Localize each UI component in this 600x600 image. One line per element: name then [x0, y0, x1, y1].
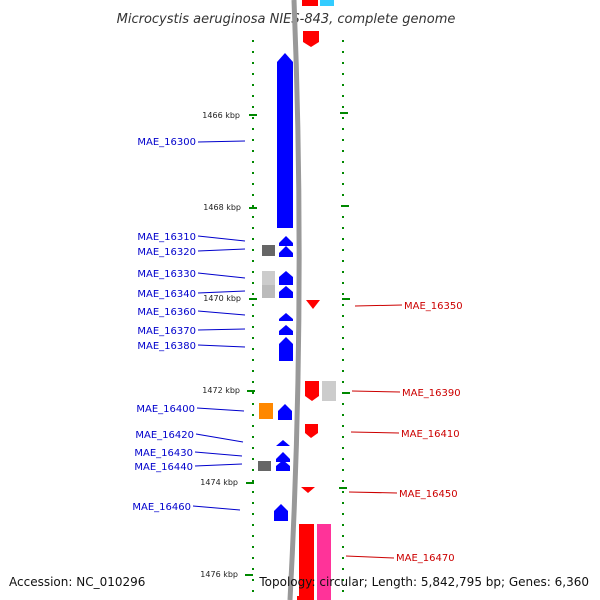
gene-arrow-forward[interactable] — [279, 246, 293, 257]
gene-label-mae-16470[interactable]: MAE_16470 — [396, 553, 455, 564]
gene-arrow-forward[interactable] — [279, 286, 293, 298]
label-connector — [197, 328, 246, 331]
gene-arrow-forward[interactable] — [276, 460, 290, 471]
label-connector — [197, 344, 246, 348]
genome-backbone — [287, 0, 302, 600]
gene-arrow-forward[interactable] — [279, 236, 293, 246]
rna-feature[interactable] — [262, 245, 275, 256]
label-connector — [197, 310, 246, 316]
gene-label-mae-16410[interactable]: MAE_16410 — [401, 429, 460, 440]
gene-arrow-forward[interactable] — [277, 53, 293, 228]
label-connector — [197, 140, 246, 143]
rna-feature[interactable] — [258, 461, 271, 471]
gene-arrow-forward[interactable] — [279, 325, 293, 335]
gene-arrow-forward[interactable] — [278, 404, 292, 420]
gene-arrow-forward[interactable] — [276, 452, 290, 462]
label-connector — [194, 463, 243, 467]
other-features-left — [258, 245, 275, 471]
label-connector — [348, 491, 398, 494]
gene-label-mae-16330[interactable]: MAE_16330 — [137, 269, 196, 280]
rna-feature[interactable] — [322, 381, 336, 401]
tick-label: 1466 kbp — [202, 111, 240, 120]
gene-arrow-reverse[interactable] — [317, 524, 331, 600]
right-connectors — [345, 304, 403, 559]
gene-label-mae-16350[interactable]: MAE_16350 — [404, 301, 463, 312]
gene-label-mae-16450[interactable]: MAE_16450 — [399, 489, 458, 500]
gene-arrow-reverse[interactable] — [303, 31, 319, 47]
gene-label-mae-16430[interactable]: MAE_16430 — [134, 448, 193, 459]
label-connector — [345, 555, 395, 559]
gene-label-mae-16370[interactable]: MAE_16370 — [137, 326, 196, 337]
rna-feature[interactable] — [262, 271, 275, 285]
reverse-genes — [297, 300, 336, 600]
tick-marks — [245, 112, 350, 576]
orange-feature[interactable] — [259, 403, 273, 419]
gene-label-mae-16340[interactable]: MAE_16340 — [137, 289, 196, 300]
label-connector — [196, 407, 245, 412]
gene-arrow-reverse[interactable] — [301, 487, 315, 493]
gene-arrow-other[interactable] — [320, 0, 334, 6]
tick-label: 1472 kbp — [202, 386, 240, 395]
label-connector — [192, 505, 241, 511]
gene-arrow-forward[interactable] — [279, 313, 293, 321]
accession-text: Accession: NC_010296 — [9, 575, 145, 589]
gene-arrow-forward[interactable] — [276, 440, 290, 446]
gene-arrow-forward[interactable] — [274, 504, 288, 521]
label-connector — [197, 248, 246, 252]
gene-arrow-reverse[interactable] — [306, 300, 320, 309]
topology-text: Topology: circular; Length: 5,842,795 bp… — [258, 575, 589, 589]
gene-arrow-reverse[interactable] — [297, 596, 311, 600]
label-connector — [350, 431, 400, 434]
gene-label-mae-16310[interactable]: MAE_16310 — [137, 232, 196, 243]
gene-label-mae-16360[interactable]: MAE_16360 — [137, 307, 196, 318]
gene-label-mae-16460[interactable]: MAE_16460 — [132, 502, 191, 513]
label-connector — [197, 290, 246, 294]
gene-label-mae-16380[interactable]: MAE_16380 — [137, 341, 196, 352]
forward-genes — [274, 53, 293, 521]
gene-label-mae-16440[interactable]: MAE_16440 — [134, 462, 193, 473]
tick-label: 1476 kbp — [200, 570, 238, 579]
gene-arrow-reverse[interactable] — [302, 0, 318, 6]
tick-label: 1474 kbp — [200, 478, 238, 487]
gene-arrow-reverse[interactable] — [305, 381, 319, 401]
label-connector — [195, 433, 244, 443]
label-connector — [354, 304, 403, 307]
map-title: Microcystis aeruginosa NIES-843, complet… — [117, 12, 456, 27]
left-connectors — [192, 140, 246, 511]
gene-label-mae-16320[interactable]: MAE_16320 — [137, 247, 196, 258]
gene-arrow-forward[interactable] — [279, 271, 293, 285]
gene-label-mae-16300[interactable]: MAE_16300 — [137, 137, 196, 148]
label-connector — [197, 272, 246, 279]
gene-arrow-forward[interactable] — [279, 337, 293, 361]
tick-label: 1468 kbp — [203, 203, 241, 212]
label-connector — [194, 451, 243, 457]
label-connector — [351, 390, 401, 393]
gene-arrow-reverse[interactable] — [299, 524, 314, 600]
gene-arrow-reverse[interactable] — [305, 424, 318, 438]
rna-feature[interactable] — [262, 285, 275, 298]
gene-label-mae-16400[interactable]: MAE_16400 — [136, 404, 195, 415]
gene-label-mae-16420[interactable]: MAE_16420 — [135, 430, 194, 441]
gene-label-mae-16390[interactable]: MAE_16390 — [402, 388, 461, 399]
tick-label: 1470 kbp — [203, 294, 241, 303]
label-connector — [197, 235, 246, 242]
